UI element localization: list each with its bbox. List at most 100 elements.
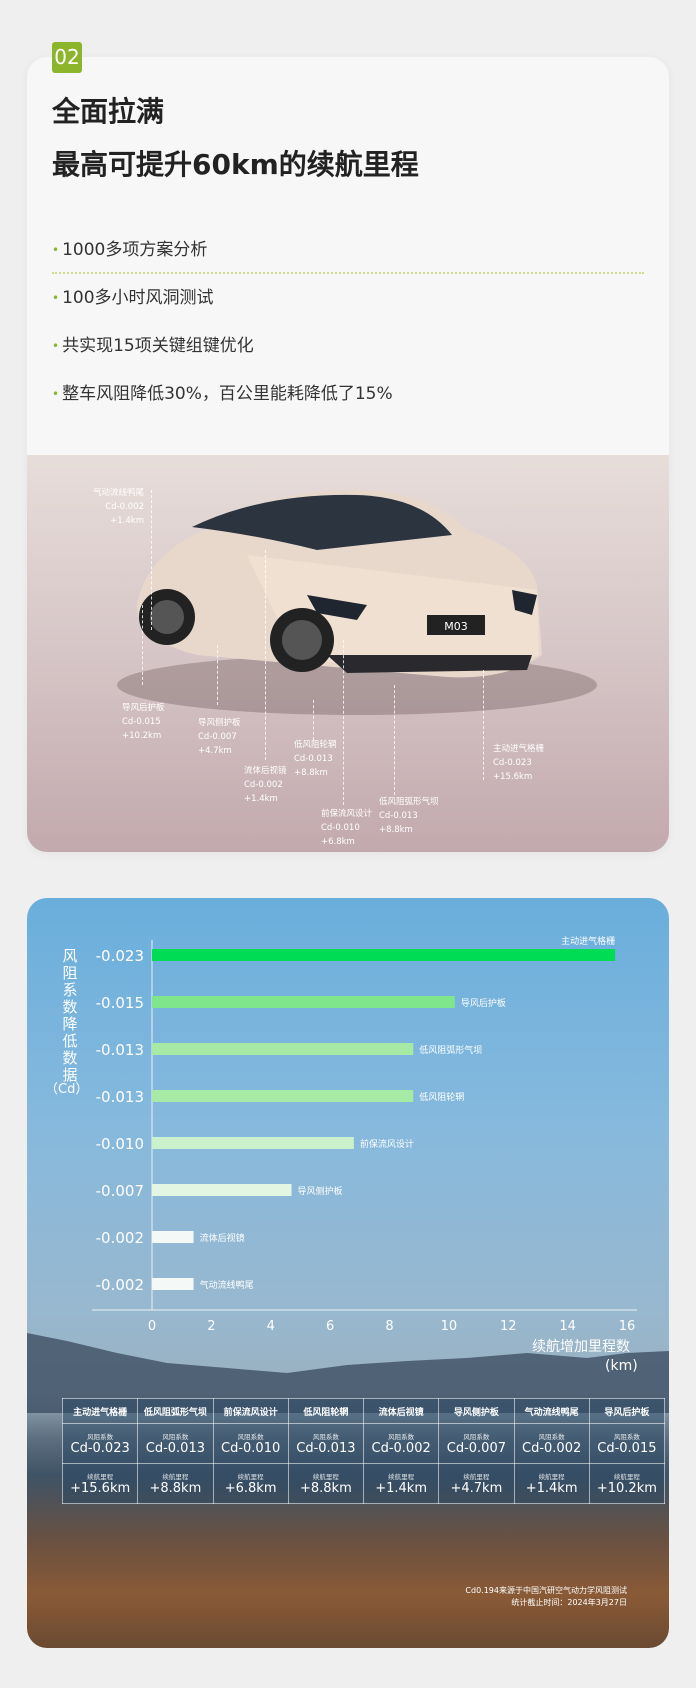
table-cd-cell: 风阻系数 Cd-0.002 [362,1423,440,1464]
x-tick-label: 0 [148,1319,156,1334]
cd-value: Cd-0.007 [446,1441,506,1456]
km-label: 续航里程 [162,1473,189,1481]
table-cd-cell: 风阻系数 Cd-0.007 [438,1423,515,1464]
y-tick-label: -0.010 [96,1135,144,1153]
cd-label: 风阻系数 [613,1433,640,1441]
cd-label: 风阻系数 [538,1433,565,1441]
section-number-badge: 02 [52,42,82,73]
table-km-cell: 续航里程 +10.2km [588,1463,666,1504]
cd-value: Cd-0.013 [296,1441,356,1456]
y-axis-label: 风阻系数降低数据 [62,947,78,1084]
table-km-cell: 续航里程 +1.4km [513,1463,590,1504]
km-label: 续航里程 [613,1473,640,1481]
x-tick-label: 12 [500,1319,517,1334]
bullet-item: 100多小时风洞测试 [52,283,213,308]
bar [152,1043,414,1055]
cd-label: 风阻系数 [87,1433,114,1441]
bar-chart: -0.023 主动进气格栅 -0.015 导风后护板 -0.013 低风阻弧形气坝 -0.0… [92,935,637,1334]
table-km-cell: 续航里程 +8.8km [137,1463,214,1504]
table-cd-cell: 风阻系数 Cd-0.010 [212,1423,289,1464]
km-label: 续航里程 [463,1473,490,1481]
bar-label: 气动流线鸭尾 [200,1279,254,1291]
cd-value: Cd-0.013 [145,1441,205,1456]
km-label: 续航里程 [538,1473,565,1481]
x-tick-label: 10 [441,1319,458,1334]
x-axis-unit: (km) [605,1358,638,1374]
table-header-cell: 低风阻轮辋 [287,1398,365,1424]
summary-table: 主动进气格栅 低风阻弧形气坝 前保流风设计 低风阻轮辋 流体后视镜 导风侧护板 气动流线鸭尾… [61,1398,666,1504]
bar-label: 主动进气格栅 [561,935,615,947]
y-tick-label: -0.007 [96,1182,144,1200]
y-tick-label: -0.015 [96,994,144,1012]
km-label: 续航里程 [312,1473,339,1481]
table-header-cell: 流体后视镜 [362,1398,440,1424]
km-label: 续航里程 [237,1473,264,1481]
title-line-1: 全面拉满 [52,95,165,128]
km-label: 续航里程 [388,1473,415,1481]
car-annotation: 导风后护板 Cd-0.015 +10.2km [122,703,165,741]
bullet-item: 1000多项方案分析 [52,235,207,260]
cd-value: Cd-0.010 [221,1441,281,1456]
bar [152,949,616,961]
x-axis-label: 续航增加里程数 [532,1339,630,1355]
y-tick-label: -0.002 [96,1276,144,1294]
table-cd-cell: 风阻系数 Cd-0.023 [61,1423,139,1464]
table-km-cell: 续航里程 +6.8km [212,1463,289,1504]
cd-label: 风阻系数 [388,1433,415,1441]
table-km-cell: 续航里程 +8.8km [287,1463,365,1504]
bar-label: 导风后护板 [461,997,506,1009]
table-cd-cell: 风阻系数 Cd-0.015 [588,1423,666,1464]
cd-label: 风阻系数 [237,1433,264,1441]
table-cd-cell: 风阻系数 Cd-0.013 [137,1423,214,1464]
km-value: +10.2km [596,1481,657,1496]
bar [152,996,455,1008]
bar [152,1278,194,1290]
y-tick-label: -0.013 [96,1041,144,1059]
bar [152,1090,414,1102]
km-value: +4.7km [450,1481,503,1496]
table-header-cell: 导风侧护板 [438,1398,515,1424]
bullet-item: 整车风阻降低30%，百公里能耗降低了15% [52,379,393,404]
car-annotation: 流体后视镜 Cd-0.002 +1.4km [244,766,287,804]
cd-value: Cd-0.023 [70,1441,130,1456]
km-value: +1.4km [375,1481,427,1496]
bar-label: 流体后视镜 [200,1232,245,1244]
y-tick-label: -0.023 [96,947,144,965]
bar-label: 前保流风设计 [360,1138,414,1150]
table-header-cell: 低风阻弧形气坝 [137,1398,214,1424]
bar [152,1137,354,1149]
table-cd-cell: 风阻系数 Cd-0.002 [513,1423,590,1464]
mountain-silhouette [27,1333,669,1413]
y-tick-label: -0.002 [96,1229,144,1247]
footnote-source: Cd0.194来源于中国汽研空气动力学风阻测试 [465,1586,627,1595]
cd-value: Cd-0.015 [597,1441,657,1456]
car-annotation: 低风阻弧形气坝 Cd-0.013 +8.8km [379,797,439,835]
bar [152,1231,194,1243]
table-header-cell: 导风后护板 [588,1398,666,1424]
table-cd-cell: 风阻系数 Cd-0.013 [287,1423,365,1464]
km-value: +8.8km [299,1481,352,1496]
table-header-cell: 前保流风设计 [212,1398,289,1424]
car-annotation: 导风侧护板 Cd-0.007 +4.7km [198,718,241,756]
table-header-cell: 主动进气格栅 [61,1398,139,1424]
km-value: +8.8km [149,1481,202,1496]
x-tick-label: 16 [619,1319,636,1334]
cd-label: 风阻系数 [463,1433,490,1441]
y-axis-unit: （Cd） [45,1082,89,1097]
x-tick-label: 8 [385,1319,393,1334]
chart-card: 风阻系数降低数据 （Cd） -0.023 主动进气格栅 -0.015 导风后护板 -0.… [27,898,669,1648]
title-line-2: 最高可提升60km的续航里程 [52,148,419,181]
cd-label: 风阻系数 [312,1433,339,1441]
km-value: +6.8km [224,1481,277,1496]
cd-value: Cd-0.002 [522,1441,582,1456]
x-tick-label: 14 [559,1319,576,1334]
x-tick-label: 4 [267,1319,275,1334]
x-tick-label: 2 [207,1319,215,1334]
dotted-divider [52,272,644,274]
bar-label: 低风阻轮辋 [419,1091,464,1103]
car-illustration: M03 [117,490,597,715]
car-annotation: 低风阻轮辋 Cd-0.013 +8.8km [294,740,337,778]
km-label: 续航里程 [87,1473,114,1481]
km-value: +1.4km [525,1481,578,1496]
table-km-cell: 续航里程 +1.4km [362,1463,440,1504]
